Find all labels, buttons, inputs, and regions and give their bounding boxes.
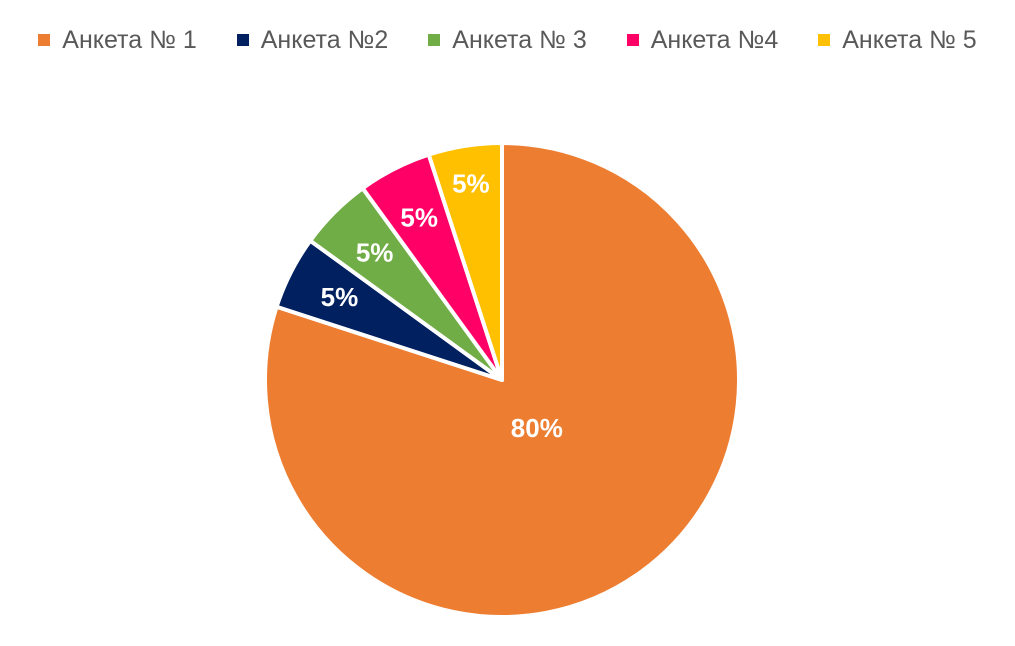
pie-data-label: 5%	[452, 168, 490, 198]
chart-legend: Анкета № 1 Анкета №2 Анкета № 3 Анкета №4 Ан…	[0, 20, 1015, 60]
legend-item: Анкета № 1	[38, 25, 197, 55]
pie-data-label: 5%	[356, 238, 394, 268]
pie-data-label: 5%	[321, 282, 359, 312]
legend-label: Анкета №2	[260, 25, 389, 54]
pie-data-labels: 80%5%5%5%5%	[321, 168, 563, 443]
legend-label: Анкета № 3	[452, 25, 587, 54]
legend-item: Анкета № 5	[818, 25, 977, 55]
legend-swatch	[236, 34, 249, 46]
legend-swatch	[626, 34, 639, 46]
legend-label: Анкета №4	[650, 25, 779, 54]
legend-item: Анкета №4	[626, 25, 779, 55]
legend-label: Анкета № 1	[62, 25, 197, 54]
legend-swatch	[428, 34, 441, 46]
legend-swatch	[818, 34, 831, 46]
pie-data-label: 80%	[511, 413, 563, 443]
legend-item: Анкета №2	[236, 25, 389, 55]
pie-slice	[426, 141, 504, 382]
pie-data-label: 5%	[400, 202, 438, 232]
legend-swatch	[38, 34, 51, 46]
legend-item: Анкета № 3	[428, 25, 587, 55]
legend-label: Анкета № 5	[842, 25, 977, 54]
pie-slices	[263, 141, 741, 619]
